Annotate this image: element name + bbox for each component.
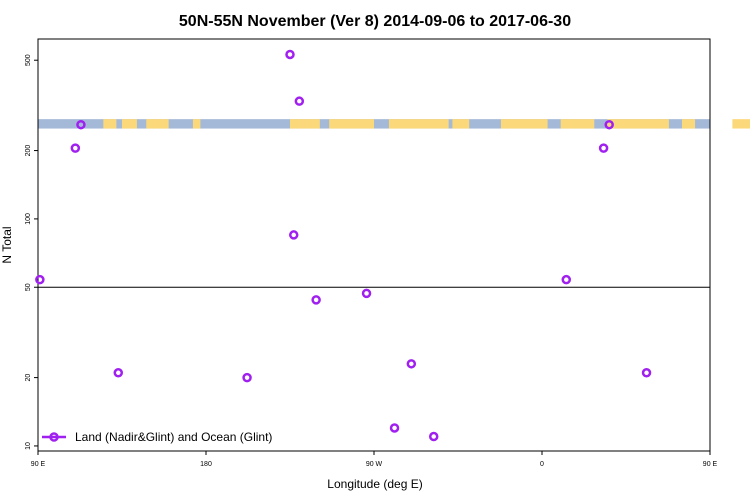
data-point xyxy=(35,274,45,285)
plot-frame xyxy=(37,38,711,452)
data-point xyxy=(113,368,124,378)
y-tick-label: 20 xyxy=(25,374,32,382)
land-segment xyxy=(146,119,169,129)
land-segment xyxy=(560,119,595,129)
land-segment xyxy=(329,119,374,129)
data-point xyxy=(288,230,299,240)
data-points xyxy=(35,49,652,442)
data-point xyxy=(70,143,81,153)
data-point xyxy=(294,96,305,106)
land-segment xyxy=(103,119,117,129)
y-tick-label: 200 xyxy=(25,145,32,157)
x-tick-label: 90 W xyxy=(366,461,383,468)
land-segment xyxy=(388,119,449,129)
land-segment xyxy=(192,119,201,129)
y-tick-label: 10 xyxy=(25,442,32,450)
chart-title: 50N-55N November (Ver 8) 2014-09-06 to 2… xyxy=(179,13,571,30)
data-point xyxy=(361,288,372,299)
data-point xyxy=(598,143,609,153)
land-segment xyxy=(452,119,470,129)
data-point xyxy=(561,274,572,285)
y-tick-label: 500 xyxy=(25,54,32,66)
x-tick-label: 90 E xyxy=(703,461,718,468)
legend-marker-swatch xyxy=(49,432,59,442)
data-point xyxy=(389,423,400,433)
y-axis: 10 20 50 100 200 500 xyxy=(25,54,38,450)
land-segment xyxy=(500,119,548,129)
data-point xyxy=(604,119,614,130)
land-segment xyxy=(290,119,320,129)
data-point xyxy=(242,372,252,383)
land-segment xyxy=(607,119,669,129)
land-segment xyxy=(682,119,696,129)
land-segment xyxy=(732,119,750,129)
data-point xyxy=(406,359,417,369)
land-ocean-strip xyxy=(38,119,750,129)
y-axis-label: N Total xyxy=(0,226,14,263)
x-axis-label: Longitude (deg E) xyxy=(327,477,422,491)
data-point xyxy=(311,295,321,305)
y-tick-label: 100 xyxy=(25,213,32,225)
data-point xyxy=(428,431,439,442)
x-tick-label: 180 xyxy=(200,461,212,468)
x-axis: 90 E 180 90 W 0 90 E xyxy=(31,451,718,468)
land-segment xyxy=(122,119,137,129)
y-tick-label: 50 xyxy=(25,283,32,291)
x-tick-label: 0 xyxy=(540,461,544,468)
legend-entry-label: Land (Nadir&Glint) and Ocean (Glint) xyxy=(75,430,272,444)
data-point xyxy=(76,119,86,130)
legend: Land (Nadir&Glint) and Ocean (Glint) xyxy=(42,430,272,444)
data-point xyxy=(641,368,652,378)
data-point xyxy=(285,49,295,60)
x-tick-label: 90 E xyxy=(31,461,46,468)
